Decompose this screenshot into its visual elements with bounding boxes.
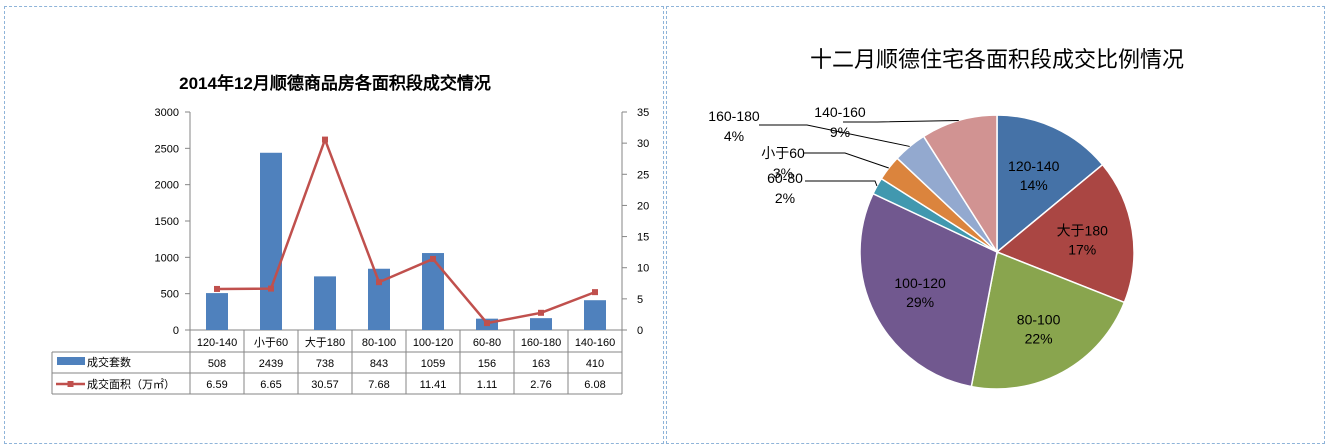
- x-tick-label: 60-80: [473, 337, 501, 349]
- leader-line: [805, 180, 878, 187]
- x-tick-label: 小于60: [254, 336, 288, 349]
- pie-chart: 十二月顺德住宅各面积段成交比例情况 120-140 14% 大于180 17% 80-10…: [708, 47, 1184, 390]
- data-table-cell: 30.57: [311, 379, 339, 391]
- legend-label-bars: 成交套数: [87, 355, 131, 369]
- x-tick-label: 100-120: [413, 337, 453, 349]
- slice-label: 100-120: [894, 275, 946, 291]
- x-tick-label: 120-140: [197, 337, 237, 349]
- data-table-cell: 1059: [421, 358, 445, 370]
- y-left-tick-label: 1500: [155, 216, 179, 228]
- chart-title: 十二月顺德住宅各面积段成交比例情况: [810, 47, 1184, 72]
- pie-slice: [859, 192, 998, 388]
- pie-slice: [995, 163, 1135, 304]
- legend-swatch-bars: [57, 357, 85, 365]
- line-point: [268, 285, 274, 292]
- bar: [314, 276, 336, 330]
- x-tick-label: 80-100: [362, 337, 396, 349]
- slice-label: 160-180: [708, 108, 760, 124]
- data-table-cell: 6.65: [260, 379, 281, 391]
- pie-slice: [996, 114, 1104, 254]
- data-table-cell: 738: [316, 358, 334, 370]
- combo-chart: 2014年12月顺德商品房各面积段成交情况0500100015002000250…: [51, 73, 649, 395]
- data-table-cell: 11.41: [420, 379, 447, 391]
- slice-label: 大于180: [1057, 222, 1109, 238]
- y-right-tick-label: 30: [637, 138, 649, 150]
- bar: [260, 152, 282, 330]
- slice-label: 140-160: [814, 104, 866, 120]
- slice-percent: 14%: [1020, 177, 1048, 193]
- legend-label-line: 成交面积（万㎡）: [87, 377, 175, 391]
- bar: [422, 253, 444, 330]
- pie-slice: [922, 114, 998, 255]
- bar: [206, 293, 228, 330]
- data-table-cell: 2.76: [530, 379, 551, 391]
- legend-swatch-line-marker: [67, 381, 74, 387]
- bar: [368, 268, 390, 330]
- data-table-cell: 410: [586, 358, 604, 370]
- x-tick-label: 140-160: [575, 337, 615, 349]
- slice-percent: 9%: [830, 124, 850, 140]
- bar: [584, 300, 606, 330]
- data-table-cell: 508: [208, 358, 226, 370]
- slice-percent: 22%: [1025, 331, 1053, 347]
- data-table-cell: 6.59: [206, 379, 227, 391]
- y-right-tick-label: 10: [637, 263, 649, 275]
- slice-percent: 4%: [724, 128, 744, 144]
- slice-percent: 17%: [1068, 241, 1096, 257]
- y-left-tick-label: 3000: [155, 107, 179, 119]
- line-point: [592, 289, 598, 296]
- pie-slice: [970, 250, 1126, 390]
- x-tick-label: 大于180: [305, 335, 345, 349]
- slice-label: 60-80: [767, 170, 803, 186]
- slice-label: 小于60: [761, 145, 805, 161]
- y-right-tick-label: 15: [637, 232, 649, 244]
- data-table-cell: 1.11: [477, 379, 498, 391]
- chart-title: 2014年12月顺德商品房各面积段成交情况: [179, 73, 491, 93]
- x-tick-label: 160-180: [521, 337, 561, 349]
- slice-label: 80-100: [1017, 312, 1061, 328]
- data-table-cell: 7.68: [368, 379, 389, 391]
- y-right-tick-label: 35: [637, 107, 649, 119]
- y-right-tick-label: 20: [637, 200, 649, 212]
- leader-line: [843, 119, 959, 123]
- slice-percent: 3%: [773, 165, 793, 181]
- line-point: [538, 309, 544, 316]
- y-right-tick-label: 25: [637, 169, 649, 181]
- y-right-tick-label: 0: [637, 325, 643, 337]
- data-table-cell: 163: [532, 358, 550, 370]
- y-left-tick-label: 500: [161, 289, 179, 301]
- slice-percent: 2%: [775, 190, 795, 206]
- y-left-tick-label: 2500: [155, 143, 179, 155]
- slice-label: 120-140: [1008, 158, 1060, 174]
- line-point: [430, 255, 436, 262]
- bar: [530, 318, 552, 330]
- area-line: [216, 138, 596, 325]
- y-left-tick-label: 1000: [155, 252, 179, 264]
- data-table-cell: 843: [370, 358, 388, 370]
- y-right-tick-label: 5: [637, 294, 643, 306]
- leader-line: [759, 124, 910, 147]
- line-point: [322, 136, 328, 143]
- slice-percent: 29%: [906, 294, 934, 310]
- line-point: [214, 285, 220, 292]
- data-table-cell: 2439: [259, 358, 283, 370]
- line-point: [376, 279, 382, 286]
- pie-chart-panel: 十二月顺德住宅各面积段成交比例情况 120-140 14% 大于180 17% 80-10…: [666, 6, 1325, 444]
- leader-line: [803, 152, 889, 169]
- line-point: [484, 320, 490, 327]
- data-table-cell: 6.08: [584, 379, 605, 391]
- y-left-tick-label: 0: [173, 325, 179, 337]
- y-left-tick-label: 2000: [155, 180, 179, 192]
- data-table-cell: 156: [478, 358, 496, 370]
- combo-chart-panel: 2014年12月顺德商品房各面积段成交情况 0 500 1000 1500 2000 250…: [4, 6, 664, 444]
